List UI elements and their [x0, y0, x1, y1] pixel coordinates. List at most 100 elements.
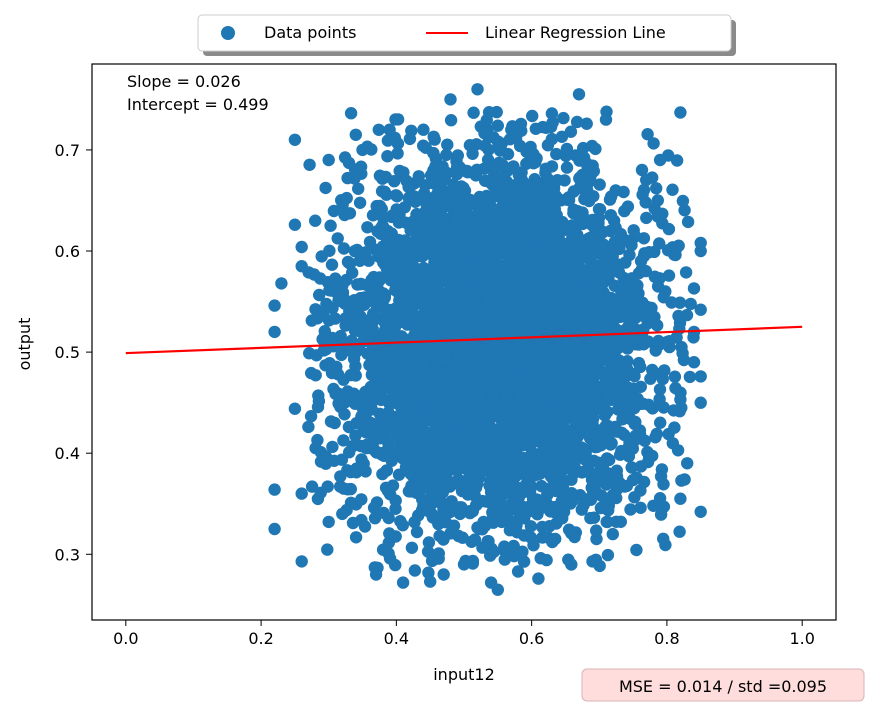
data-point [580, 310, 593, 323]
data-point [532, 368, 545, 381]
data-point [502, 273, 515, 287]
data-point [679, 266, 693, 279]
data-point [447, 262, 460, 275]
data-point [549, 532, 562, 546]
data-point [658, 364, 671, 377]
data-point [515, 501, 528, 514]
data-point [477, 245, 490, 258]
data-point [405, 541, 419, 554]
data-point [375, 185, 389, 198]
data-point [609, 420, 622, 434]
data-point [497, 408, 510, 421]
data-point [621, 381, 634, 394]
data-point [320, 297, 333, 311]
data-point [386, 479, 400, 492]
data-point [548, 500, 562, 514]
data-point [570, 414, 583, 428]
data-point [427, 240, 441, 254]
data-point [471, 215, 485, 228]
data-point [483, 479, 496, 492]
data-point [437, 533, 450, 546]
data-point [532, 572, 545, 585]
data-point [546, 386, 559, 399]
y-tick-label: 0.3 [55, 545, 80, 564]
data-point [676, 194, 690, 208]
data-point [655, 463, 669, 476]
data-point [421, 312, 435, 325]
data-point [341, 255, 355, 269]
data-point [449, 448, 462, 461]
data-point [380, 422, 394, 436]
data-point [668, 421, 681, 434]
data-point [334, 480, 347, 493]
data-point [365, 143, 378, 156]
data-point [330, 360, 343, 373]
data-point [662, 269, 676, 282]
data-point [500, 182, 513, 196]
data-point [579, 244, 592, 258]
data-point [535, 479, 548, 493]
data-point [452, 349, 465, 362]
data-point [526, 109, 539, 123]
data-point [565, 219, 579, 232]
data-point [480, 113, 493, 127]
data-point [610, 515, 623, 528]
data-point [615, 444, 628, 458]
data-point [526, 378, 540, 391]
data-point [475, 202, 488, 215]
y-axis-ticks: 0.30.40.50.60.7 [55, 141, 92, 564]
data-point [547, 407, 560, 420]
data-point [552, 256, 565, 269]
data-point [625, 239, 638, 252]
data-point [657, 532, 670, 545]
data-point [337, 434, 350, 447]
data-point [414, 380, 428, 393]
data-point [322, 515, 335, 529]
data-point [355, 513, 368, 527]
data-point [505, 123, 518, 136]
data-point [509, 464, 522, 477]
y-tick-label: 0.7 [55, 141, 80, 160]
data-point [608, 389, 621, 403]
data-point [561, 294, 574, 308]
plot-frame [91, 63, 837, 621]
data-point [562, 193, 576, 207]
data-point [321, 480, 334, 493]
data-point [372, 123, 385, 136]
data-point [565, 362, 579, 375]
data-point [431, 187, 444, 200]
data-point [497, 449, 510, 462]
data-point [487, 387, 500, 401]
y-tick-label: 0.5 [55, 343, 80, 362]
data-point [378, 379, 391, 393]
data-point [642, 398, 655, 411]
data-point [313, 288, 326, 302]
data-point [423, 464, 437, 477]
data-point [349, 531, 363, 544]
y-tick-label: 0.6 [55, 242, 80, 261]
data-point [486, 178, 499, 192]
data-point [338, 151, 352, 164]
data-point [648, 270, 661, 283]
data-point [557, 111, 570, 125]
data-point [586, 484, 600, 498]
data-point [599, 455, 612, 468]
data-point [478, 381, 491, 394]
data-point [540, 311, 553, 324]
data-point [447, 362, 461, 375]
data-point [558, 404, 571, 418]
data-point [353, 196, 367, 209]
data-point [641, 128, 654, 141]
data-point [506, 398, 520, 411]
data-point [551, 174, 564, 187]
data-point [531, 495, 544, 509]
data-point [515, 370, 528, 383]
data-point [335, 348, 348, 362]
data-point [478, 139, 492, 152]
regression-line [125, 325, 803, 355]
data-point [653, 383, 667, 396]
data-point [467, 106, 480, 119]
data-point [502, 300, 515, 314]
data-point [442, 376, 455, 390]
data-point [427, 130, 440, 143]
